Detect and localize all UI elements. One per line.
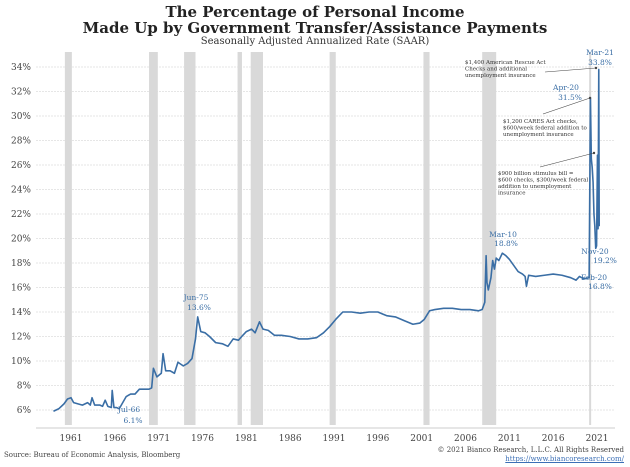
annotation-value: 13.6% bbox=[187, 303, 211, 312]
recession-band bbox=[250, 52, 263, 425]
x-tick-label: 2021 bbox=[586, 434, 609, 444]
annotation-value: 6.1% bbox=[123, 416, 142, 425]
chart-title-line2: Made Up by Government Transfer/Assistanc… bbox=[82, 19, 548, 37]
recession-band bbox=[329, 52, 336, 425]
annotation-label: Mar-21 bbox=[586, 48, 614, 57]
annotation-value: 16.8% bbox=[588, 282, 612, 291]
callout-arrow bbox=[544, 67, 597, 73]
recession-band bbox=[482, 52, 497, 425]
copyright-block: © 2021 Bianco Research, L.L.C. All Right… bbox=[438, 446, 625, 464]
callout-text: unemployment insurance bbox=[465, 73, 536, 79]
y-tick-label: 10% bbox=[11, 357, 31, 367]
recession-band bbox=[423, 52, 430, 425]
source-note: Source: Bureau of Economic Analysis, Blo… bbox=[4, 451, 181, 459]
y-tick-label: 6% bbox=[17, 406, 32, 416]
callout-arrow bbox=[539, 152, 595, 168]
callout-text: insurance bbox=[498, 191, 525, 197]
annotation-label: Feb-20 bbox=[581, 273, 607, 282]
x-tick-label: 2006 bbox=[454, 434, 477, 444]
arrowhead-icon bbox=[594, 66, 598, 70]
x-tick-label: 1961 bbox=[60, 434, 83, 444]
callout-text: unemployment insurance bbox=[503, 132, 574, 138]
x-tick-label: 1976 bbox=[191, 434, 214, 444]
recession-band bbox=[64, 52, 72, 425]
y-tick-label: 34% bbox=[11, 63, 31, 73]
recession-band bbox=[237, 52, 242, 425]
recession-band bbox=[184, 52, 196, 425]
annotation-value: 33.8% bbox=[588, 58, 612, 67]
y-tick-label: 22% bbox=[11, 210, 31, 220]
callout-text: $1,400 American Rescue Act bbox=[465, 60, 546, 66]
x-tick-label: 1971 bbox=[147, 434, 170, 444]
x-tick-label: 1986 bbox=[279, 434, 302, 444]
chart-subtitle: Seasonally Adjusted Annualized Rate (SAA… bbox=[200, 36, 430, 47]
arrowhead-icon bbox=[592, 151, 596, 155]
y-tick-label: 24% bbox=[11, 186, 31, 196]
y-tick-label: 20% bbox=[11, 235, 31, 245]
x-tick-label: 1981 bbox=[235, 434, 258, 444]
arrowhead-icon bbox=[588, 96, 592, 100]
y-tick-label: 26% bbox=[11, 161, 31, 171]
y-tick-label: 30% bbox=[11, 112, 31, 122]
y-tick-label: 8% bbox=[17, 382, 32, 392]
annotation-label: Apr-20 bbox=[552, 83, 579, 92]
annotation-label: Nov-20 bbox=[581, 247, 609, 256]
x-tick-label: 2001 bbox=[410, 434, 433, 444]
callout-text: $900 billion stimulus bill = bbox=[498, 171, 574, 177]
annotation-value: 31.5% bbox=[558, 93, 582, 102]
copyright-text: © 2021 Bianco Research, L.L.C. All Right… bbox=[437, 446, 625, 454]
y-tick-label: 32% bbox=[11, 88, 31, 98]
annotation-value: 18.8% bbox=[494, 239, 518, 248]
recession-band bbox=[149, 52, 158, 425]
x-tick-label: 1991 bbox=[323, 434, 346, 444]
callout-text: Checks and additional bbox=[465, 67, 527, 73]
series-line bbox=[53, 68, 601, 412]
website-link[interactable]: https://www.biancoresearch.com/ bbox=[505, 455, 624, 463]
annotation-label: Mar-10 bbox=[489, 230, 517, 239]
y-tick-label: 18% bbox=[11, 259, 31, 269]
x-tick-label: 2011 bbox=[498, 434, 521, 444]
annotation-value: 19.2% bbox=[593, 256, 617, 265]
annotation-label: Jul-66 bbox=[117, 405, 141, 414]
y-tick-label: 12% bbox=[11, 333, 31, 343]
y-tick-label: 14% bbox=[11, 308, 31, 318]
x-tick-label: 1996 bbox=[366, 434, 389, 444]
callout-text: $600 checks, $300/week federal bbox=[498, 178, 588, 184]
y-tick-label: 28% bbox=[11, 137, 31, 147]
chart-title: The Percentage of Personal Income bbox=[165, 3, 465, 21]
callout-text: $1,200 CARES Act checks, bbox=[503, 119, 578, 125]
callout-text: $600/week federal addition to bbox=[503, 126, 587, 132]
annotation-label: Jun-75 bbox=[183, 293, 209, 302]
callout-arrow bbox=[542, 97, 591, 115]
y-tick-label: 16% bbox=[11, 284, 31, 294]
x-tick-label: 2016 bbox=[542, 434, 565, 444]
x-tick-label: 1966 bbox=[103, 434, 126, 444]
callout-text: addition to unemployment bbox=[498, 184, 572, 190]
